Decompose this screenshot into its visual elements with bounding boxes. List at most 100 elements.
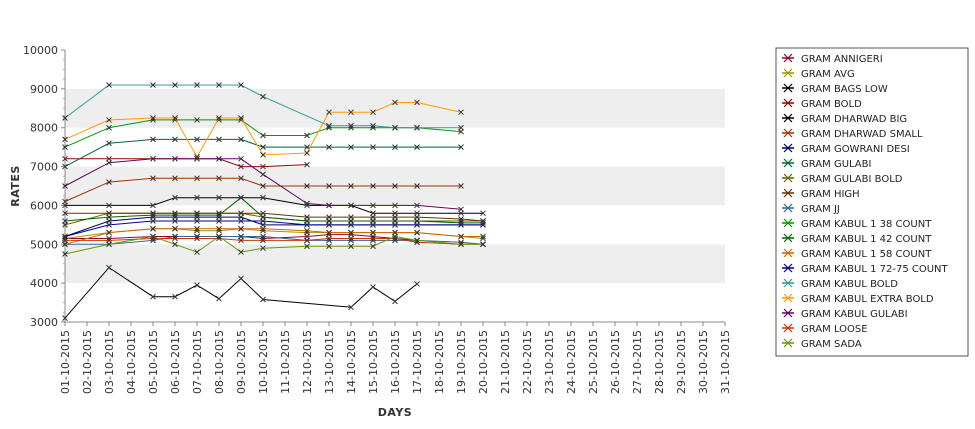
data-point-marker	[304, 132, 310, 139]
series-line	[64, 197, 483, 224]
series-gram-kabul-extra-bold	[62, 99, 464, 160]
data-point-marker	[172, 155, 178, 162]
data-point-marker	[216, 194, 222, 201]
data-point-marker	[326, 202, 332, 209]
legend-entry: GRAM KABUL 1 42 COUNT	[782, 233, 932, 245]
data-point-marker	[260, 183, 266, 189]
data-point-marker	[238, 115, 244, 121]
data-point-marker	[326, 229, 332, 236]
data-point-marker	[414, 124, 420, 131]
data-point-marker	[304, 161, 310, 168]
data-point-marker	[260, 93, 266, 100]
y-tick-label: 8000	[30, 122, 58, 135]
legend-entry: GRAM JJ	[782, 203, 840, 215]
data-point-marker	[62, 198, 68, 205]
data-point-marker	[238, 225, 244, 232]
legend-marker-icon	[783, 173, 793, 183]
legend-entry: GRAM KABUL 1 38 COUNT	[782, 218, 932, 230]
x-tick-label: 10-10-2015	[257, 330, 270, 394]
legend-label: GRAM SADA	[801, 339, 862, 350]
data-point-marker	[480, 222, 486, 228]
x-tick-label: 03-10-2015	[103, 330, 116, 394]
legend-marker-icon	[783, 203, 793, 213]
data-point-marker	[194, 212, 200, 218]
data-point-marker	[106, 241, 112, 248]
y-tick-label: 10000	[23, 44, 58, 57]
y-tick-label: 5000	[30, 238, 58, 251]
data-point-marker	[172, 175, 178, 182]
data-point-marker	[348, 202, 354, 209]
legend-marker-icon	[783, 248, 793, 258]
x-tick-label: 01-10-2015	[59, 330, 72, 394]
x-tick-label: 06-10-2015	[169, 330, 182, 394]
legend-marker-icon	[783, 113, 793, 123]
grid-band	[65, 88, 725, 128]
data-point-marker	[150, 115, 156, 121]
legend-entry: GRAM DHARWAD SMALL	[782, 128, 923, 140]
x-tick-label: 25-10-2015	[587, 330, 600, 394]
data-point-marker	[62, 237, 68, 244]
y-tick-label: 4000	[30, 277, 58, 290]
data-point-marker	[480, 241, 486, 248]
chart-legend: GRAM ANNIGERI GRAM AVG GRAM BAGS LOW GRAM B…	[775, 47, 969, 357]
legend-marker-icon	[783, 68, 793, 78]
data-point-marker	[150, 155, 156, 162]
data-point-marker	[150, 175, 156, 182]
data-point-marker	[216, 155, 222, 162]
grid-band	[65, 244, 725, 284]
data-point-marker	[304, 144, 310, 150]
data-point-marker	[106, 124, 112, 131]
data-point-marker	[414, 144, 420, 150]
legend-entry: GRAM KABUL BOLD	[782, 278, 898, 290]
data-point-marker	[414, 99, 420, 106]
data-point-marker	[62, 163, 68, 170]
data-point-marker	[216, 295, 222, 302]
legend-label: GRAM BAGS LOW	[801, 84, 888, 95]
data-point-marker	[260, 296, 266, 303]
legend-marker-icon	[783, 83, 793, 93]
x-tick-label: 12-10-2015	[301, 330, 314, 394]
series-gram-kabul-gulabi	[62, 155, 464, 213]
data-point-marker	[480, 210, 486, 217]
legend-label: GRAM AVG	[801, 69, 855, 80]
legend-entry: GRAM GULABI BOLD	[782, 173, 903, 185]
legend-marker-icon	[783, 338, 793, 348]
data-point-marker	[216, 175, 222, 182]
data-point-marker	[348, 243, 354, 250]
x-tick-label: 23-10-2015	[543, 330, 556, 394]
x-tick-label: 19-10-2015	[455, 330, 468, 394]
legend-entry: GRAM KABUL GULABI	[782, 308, 908, 320]
data-point-marker	[348, 183, 354, 189]
data-point-marker	[194, 194, 200, 201]
data-point-marker	[106, 140, 112, 147]
series-line	[65, 238, 483, 245]
data-point-marker	[216, 225, 222, 232]
data-point-marker	[172, 218, 178, 224]
data-point-marker	[458, 206, 464, 213]
data-point-marker	[392, 298, 398, 305]
series-gram-kabul-1-72-75-count	[62, 218, 486, 240]
legend-label: GRAM HIGH	[801, 189, 860, 200]
x-tick-label: 21-10-2015	[499, 330, 512, 394]
data-point-marker	[62, 210, 68, 217]
x-tick-label: 11-10-2015	[279, 330, 292, 394]
x-tick-label: 04-10-2015	[125, 330, 138, 394]
data-point-marker	[216, 115, 222, 121]
y-tick-label: 7000	[30, 161, 58, 174]
legend-label: GRAM BOLD	[801, 99, 862, 110]
legend-label: GRAM KABUL GULABI	[801, 309, 908, 320]
data-point-marker	[392, 144, 398, 150]
data-point-marker	[106, 264, 112, 271]
data-point-marker	[150, 202, 156, 209]
x-tick-label: 29-10-2015	[675, 330, 688, 394]
data-point-marker	[304, 237, 310, 244]
data-point-marker	[150, 82, 156, 88]
data-point-marker	[194, 82, 200, 88]
data-point-marker	[370, 122, 376, 129]
data-point-marker	[348, 122, 354, 129]
x-tick-label: 14-10-2015	[345, 330, 358, 394]
data-point-marker	[150, 136, 156, 143]
x-axis-title: DAYS	[378, 406, 412, 419]
x-tick-label: 07-10-2015	[191, 330, 204, 394]
series-line	[65, 197, 483, 214]
